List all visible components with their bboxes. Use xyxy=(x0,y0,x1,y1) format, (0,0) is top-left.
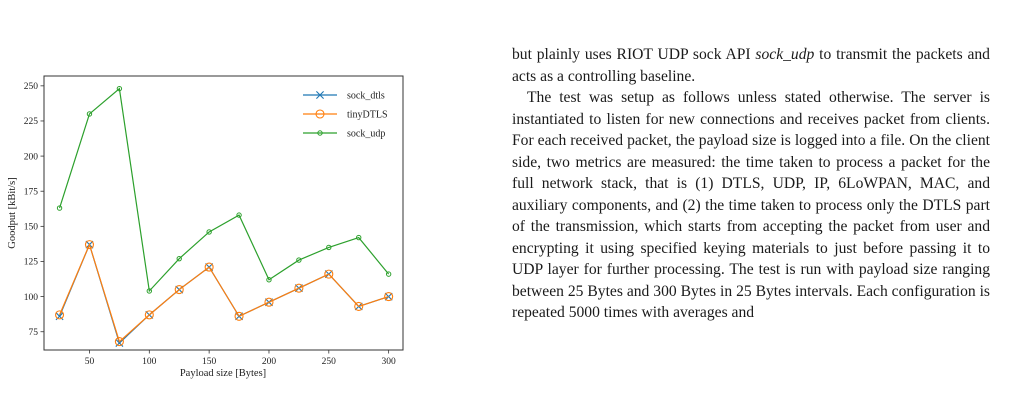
data-point-sock-udp xyxy=(326,244,332,251)
series-sock-dtls xyxy=(55,240,393,347)
legend-marker xyxy=(316,91,324,99)
data-point-sock-udp xyxy=(296,257,302,263)
data-point-sock-udp xyxy=(86,111,93,117)
legend: sock_dtls tinyDTLS sock_udp xyxy=(303,91,388,140)
series-line-sock-udp xyxy=(58,87,390,293)
legend-label: tinyDTLS xyxy=(347,110,388,121)
y-tick-label: 250 xyxy=(24,82,39,92)
series-line-sock-dtls xyxy=(59,242,389,345)
data-point-tinydtls xyxy=(384,292,394,302)
y-tick-label: 100 xyxy=(24,293,39,303)
data-point-tinydtls xyxy=(264,297,274,307)
data-point-tinydtls xyxy=(204,262,214,272)
data-point-tinydtls xyxy=(354,301,364,311)
data-point-sock-udp xyxy=(116,85,123,92)
y-tick-label: 175 xyxy=(24,187,39,197)
data-point-sock-dtls xyxy=(384,292,393,301)
legend-marker xyxy=(315,109,325,119)
series-tinydtls xyxy=(55,240,394,347)
y-tick-label: 150 xyxy=(24,223,39,233)
data-point-sock-udp xyxy=(176,255,182,262)
legend-label: sock_udp xyxy=(347,129,385,140)
legend-marker xyxy=(317,130,323,136)
plot-frame xyxy=(43,75,404,351)
para1-end: to transmit the packets and acts as a co… xyxy=(512,46,990,85)
y-tick-label: 225 xyxy=(24,117,39,127)
series-line-tinydtls xyxy=(59,242,389,343)
para1-start: but plainly uses RIOT UDP sock API xyxy=(512,46,756,63)
x-tick-label: 100 xyxy=(142,357,157,367)
y-tick-label: 200 xyxy=(24,152,39,162)
data-point-sock-udp xyxy=(56,205,63,211)
data-point-sock-udp xyxy=(356,234,362,241)
goodput-chart: 50 100 150 200 250 300 75 100 125 150 175 200 225 250… xyxy=(7,75,404,379)
data-point-tinydtls xyxy=(114,337,124,347)
body-text-column: but plainly uses RIOT UDP sock API sock_… xyxy=(512,44,990,324)
series-sock-udp xyxy=(56,85,392,294)
data-point-tinydtls xyxy=(234,311,244,321)
legend-entry-tinydtls: tinyDTLS xyxy=(303,109,388,121)
data-point-sock-udp xyxy=(266,277,272,283)
paragraph-2: The test was setup as follows unless sta… xyxy=(512,89,990,321)
data-point-tinydtls xyxy=(84,240,95,250)
data-point-tinydtls xyxy=(144,310,154,320)
legend-entry-sock-dtls: sock_dtls xyxy=(303,91,385,102)
data-point-tinydtls xyxy=(294,283,304,293)
x-tick-label: 150 xyxy=(202,357,217,367)
paragraph-1: but plainly uses RIOT UDP sock API sock_… xyxy=(512,44,990,87)
x-tick-label: 300 xyxy=(382,357,397,367)
data-point-tinydtls xyxy=(55,310,65,320)
data-point-sock-udp xyxy=(206,229,212,235)
data-point-sock-udp xyxy=(236,212,242,218)
x-tick-label: 200 xyxy=(262,357,277,367)
y-tick-label: 75 xyxy=(29,328,39,338)
legend-entry-sock-udp: sock_udp xyxy=(303,129,385,140)
x-tick-label: 50 xyxy=(85,357,95,367)
data-point-tinydtls xyxy=(324,269,334,279)
data-point-tinydtls xyxy=(174,285,184,295)
data-point-sock-udp xyxy=(146,288,153,294)
x-axis-label: Payload size [Bytes] xyxy=(180,368,266,379)
data-point-sock-udp xyxy=(385,271,392,277)
y-tick-label: 125 xyxy=(24,258,39,268)
y-axis-label: Goodput [kBit/s] xyxy=(7,177,18,248)
legend-label: sock_dtls xyxy=(347,91,385,102)
para1-code: sock_udp xyxy=(755,46,815,63)
x-tick-label: 250 xyxy=(322,357,337,367)
